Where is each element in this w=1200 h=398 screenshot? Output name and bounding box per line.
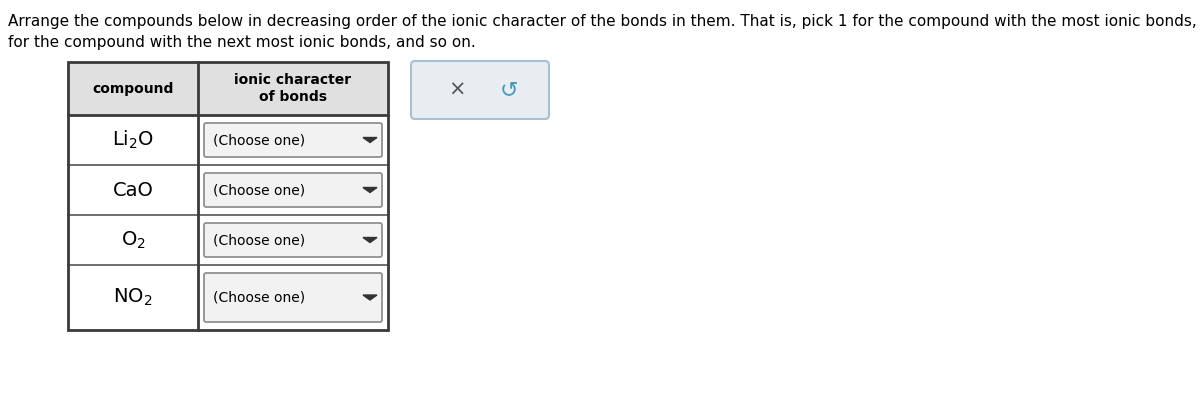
Text: NO$_2$: NO$_2$ bbox=[113, 287, 152, 308]
FancyBboxPatch shape bbox=[410, 61, 550, 119]
FancyBboxPatch shape bbox=[204, 273, 382, 322]
Bar bbox=[68, 265, 388, 330]
Bar bbox=[68, 62, 388, 330]
Text: (Choose one): (Choose one) bbox=[214, 183, 305, 197]
Text: Li$_2$O: Li$_2$O bbox=[112, 129, 154, 151]
Polygon shape bbox=[364, 295, 377, 300]
Bar bbox=[68, 115, 388, 165]
FancyBboxPatch shape bbox=[204, 173, 382, 207]
Polygon shape bbox=[364, 238, 377, 242]
Polygon shape bbox=[364, 187, 377, 193]
Text: ↺: ↺ bbox=[499, 80, 518, 100]
Text: compound: compound bbox=[92, 82, 174, 96]
Bar bbox=[68, 62, 388, 115]
Text: Arrange the compounds below in decreasing order of the ionic character of the bo: Arrange the compounds below in decreasin… bbox=[8, 14, 1200, 29]
Bar bbox=[68, 215, 388, 265]
Bar bbox=[68, 165, 388, 215]
Polygon shape bbox=[364, 137, 377, 142]
Text: (Choose one): (Choose one) bbox=[214, 233, 305, 247]
FancyBboxPatch shape bbox=[204, 123, 382, 157]
Text: ionic character
of bonds: ionic character of bonds bbox=[234, 73, 352, 103]
Text: for the compound with the next most ionic bonds, and so on.: for the compound with the next most ioni… bbox=[8, 35, 475, 50]
Text: ×: × bbox=[448, 80, 466, 100]
Text: O$_2$: O$_2$ bbox=[121, 229, 145, 251]
Text: (Choose one): (Choose one) bbox=[214, 291, 305, 304]
Text: CaO: CaO bbox=[113, 181, 154, 199]
Text: (Choose one): (Choose one) bbox=[214, 133, 305, 147]
FancyBboxPatch shape bbox=[204, 223, 382, 257]
